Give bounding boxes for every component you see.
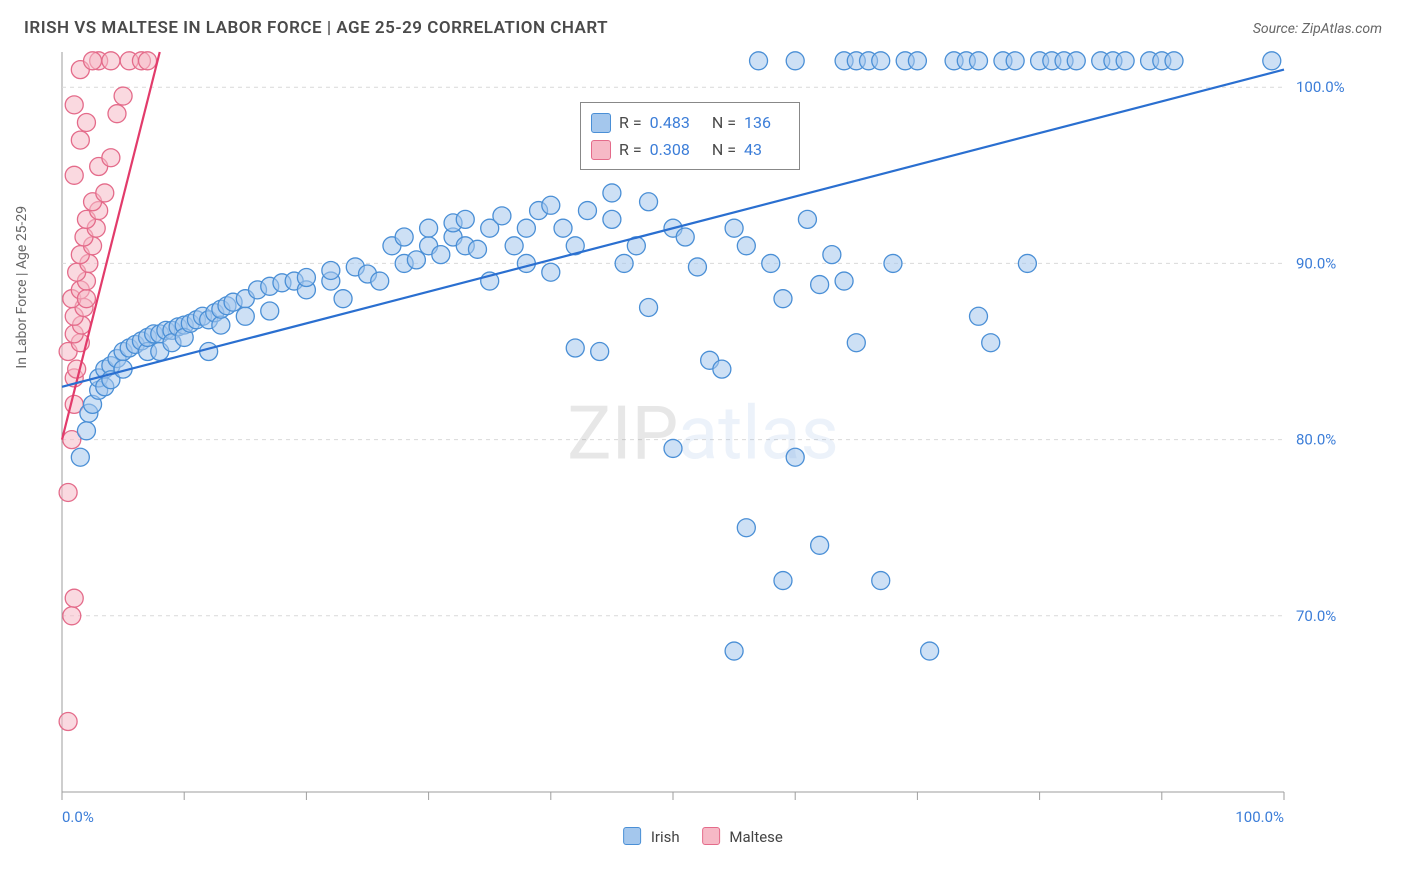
legend-swatch-maltese <box>702 827 720 845</box>
stats-n-maltese: 43 <box>744 136 762 163</box>
stats-swatch-maltese <box>591 140 611 160</box>
stats-n-label: N = <box>712 136 736 163</box>
legend-item-irish: Irish <box>623 827 680 846</box>
svg-text:100.0%: 100.0% <box>1296 78 1345 96</box>
chart-title: IRISH VS MALTESE IN LABOR FORCE | AGE 25… <box>24 18 608 38</box>
svg-text:70.0%: 70.0% <box>1296 607 1336 625</box>
svg-text:80.0%: 80.0% <box>1296 431 1336 449</box>
stats-row-maltese: R = 0.308 N = 43 <box>591 136 785 163</box>
legend-label-maltese: Maltese <box>729 828 782 846</box>
svg-text:100.0%: 100.0% <box>1235 808 1284 826</box>
legend: Irish Maltese <box>623 827 783 846</box>
svg-text:0.0%: 0.0% <box>62 808 94 826</box>
svg-text:90.0%: 90.0% <box>1296 254 1336 272</box>
legend-swatch-irish <box>623 827 641 845</box>
stats-n-label: N = <box>712 109 736 136</box>
stats-r-label: R = <box>619 109 642 136</box>
chart-source: Source: ZipAtlas.com <box>1253 21 1382 37</box>
stats-r-irish: 0.483 <box>650 109 690 136</box>
chart-header: IRISH VS MALTESE IN LABOR FORCE | AGE 25… <box>0 0 1406 46</box>
stats-swatch-irish <box>591 113 611 133</box>
y-axis-label: In Labor Force | Age 25-29 <box>14 206 30 369</box>
chart-container: In Labor Force | Age 25-29 70.0%80.0%90.… <box>20 48 1386 852</box>
stats-n-irish: 136 <box>744 109 771 136</box>
correlation-stats-box: R = 0.483 N = 136 R = 0.308 N = 43 <box>580 102 800 170</box>
legend-item-maltese: Maltese <box>702 827 783 846</box>
stats-row-irish: R = 0.483 N = 136 <box>591 109 785 136</box>
stats-r-label: R = <box>619 136 642 163</box>
legend-label-irish: Irish <box>651 828 680 846</box>
stats-r-maltese: 0.308 <box>650 136 690 163</box>
